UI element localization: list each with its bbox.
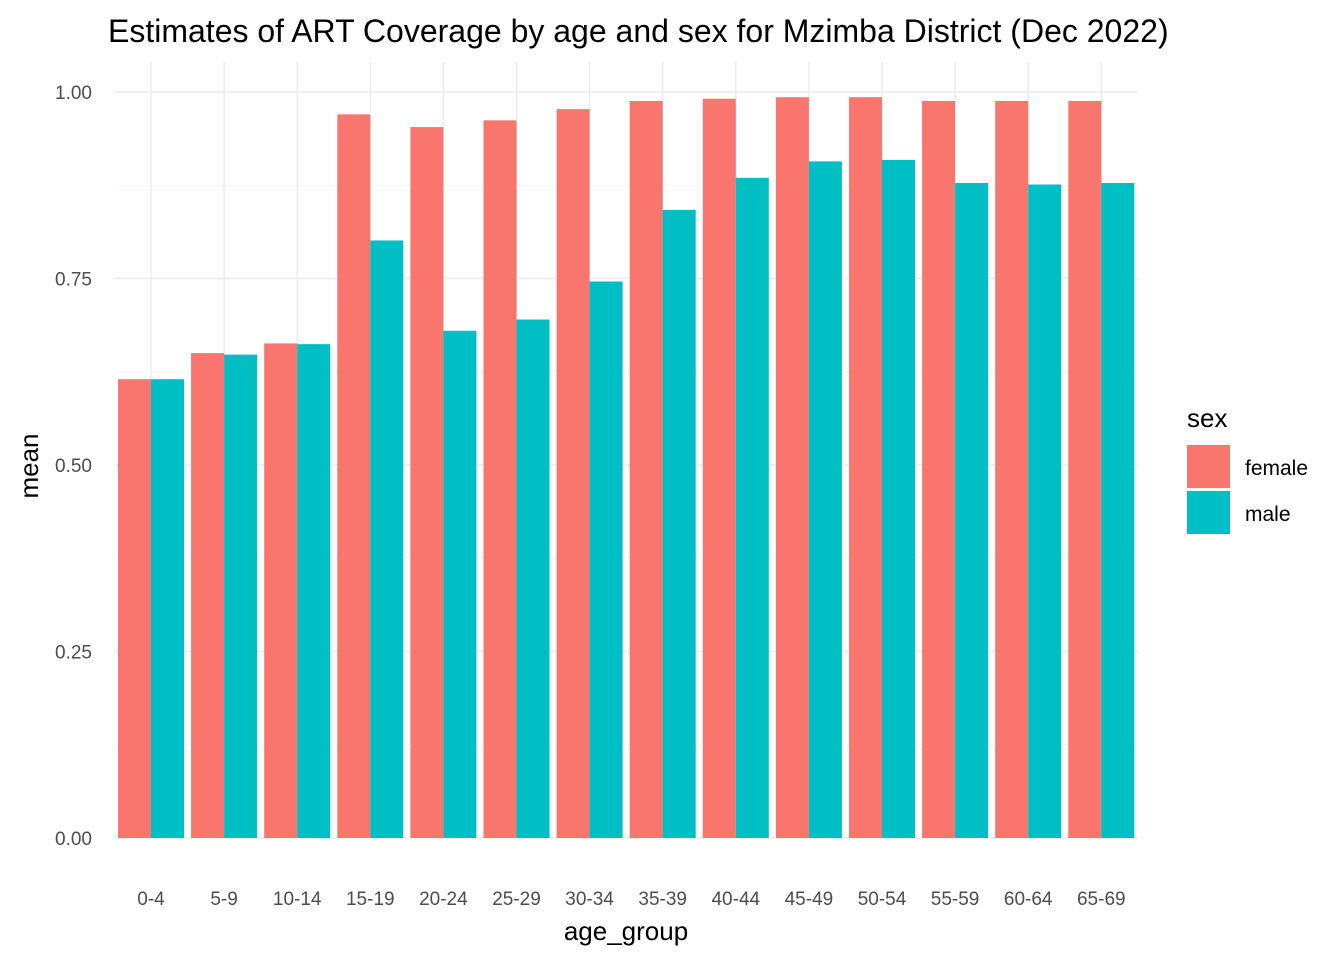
x-tick-label: 30-34: [565, 889, 614, 910]
bar-male-0-4: [151, 379, 184, 838]
bar-male-65-69: [1101, 183, 1135, 839]
bar-female-10-14: [264, 343, 298, 838]
bar-female-15-19: [337, 114, 371, 838]
y-tick-label: 0.25: [55, 643, 92, 664]
bar-female-50-54: [849, 97, 882, 839]
x-tick-label: 25-29: [492, 889, 541, 910]
y-tick-label: 0.50: [55, 456, 92, 477]
legend: sex female male: [1187, 403, 1308, 534]
legend-label-female: female: [1245, 457, 1308, 480]
legend-title: sex: [1187, 403, 1227, 433]
x-tick-label: 20-24: [419, 889, 468, 910]
bar-female-20-24: [410, 127, 444, 838]
x-tick-label: 40-44: [711, 889, 760, 910]
y-axis-ticks: 0.00 0.25 0.50 0.75 1.00: [55, 83, 92, 850]
bar-female-60-64: [995, 100, 1029, 838]
legend-label-male: male: [1245, 503, 1291, 526]
bar-male-45-49: [808, 161, 842, 839]
bar-male-5-9: [224, 354, 258, 838]
chart-title: Estimates of ART Coverage by age and sex…: [108, 13, 1169, 49]
bar-female-0-4: [118, 379, 151, 838]
x-tick-label: 50-54: [858, 889, 907, 910]
y-tick-label: 0.00: [55, 829, 92, 850]
bar-female-45-49: [775, 97, 809, 839]
bar-male-15-19: [370, 240, 404, 839]
bar-male-55-59: [955, 183, 989, 839]
x-tick-label: 10-14: [273, 889, 322, 910]
x-tick-label: 65-69: [1077, 889, 1126, 910]
x-tick-label: 55-59: [931, 889, 980, 910]
bar-male-30-34: [589, 281, 623, 838]
y-tick-label: 0.75: [55, 270, 92, 291]
bar-male-35-39: [662, 209, 696, 839]
bar-female-5-9: [191, 353, 225, 838]
bar-male-25-29: [516, 319, 550, 838]
bar-male-20-24: [443, 330, 477, 838]
bar-female-25-29: [483, 120, 517, 838]
x-tick-label: 35-39: [638, 889, 687, 910]
x-tick-label: 45-49: [785, 889, 834, 910]
bar-female-40-44: [702, 98, 736, 839]
bar-female-55-59: [922, 100, 956, 838]
bar-female-30-34: [556, 109, 590, 838]
bar-female-65-69: [1068, 100, 1102, 838]
y-tick-label: 1.00: [55, 83, 92, 104]
bar-male-50-54: [882, 159, 915, 839]
legend-key-male: [1187, 491, 1230, 534]
x-tick-label: 0-4: [137, 889, 165, 910]
x-axis-ticks: 0-4 5-9 10-14 15-19 20-24 25-29 30-34 35-39 40-4…: [137, 889, 1125, 910]
bar-male-60-64: [1028, 184, 1062, 838]
bars: [118, 97, 1135, 839]
bar-male-10-14: [297, 344, 331, 838]
bar-female-35-39: [629, 100, 663, 838]
x-tick-label: 15-19: [346, 889, 395, 910]
x-tick-label: 5-9: [210, 889, 237, 910]
bar-male-40-44: [735, 177, 769, 839]
legend-key-female: [1187, 445, 1230, 488]
x-axis-title: age_group: [564, 916, 688, 946]
y-axis-title: mean: [14, 433, 44, 498]
x-tick-label: 60-64: [1004, 889, 1053, 910]
